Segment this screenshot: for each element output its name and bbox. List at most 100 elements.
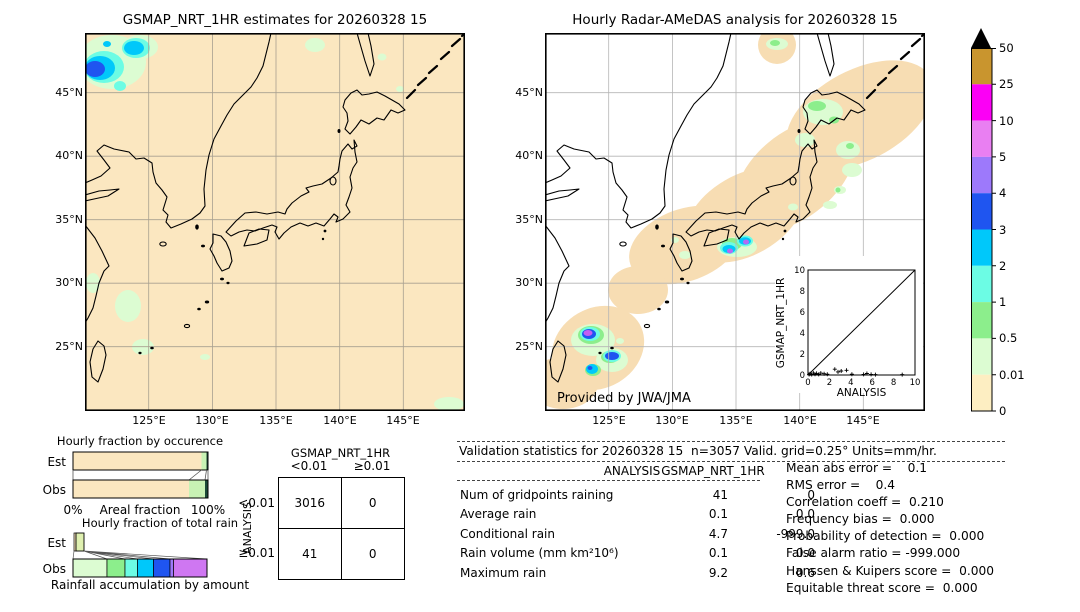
stats-row-label: Maximum rain <box>460 566 547 580</box>
totalrain-chart-title: Hourly fraction of total rain <box>81 516 239 530</box>
stats-row-label: Rain volume (mm km²10⁶) <box>460 546 619 560</box>
right-xtick-130e: 130°E <box>655 414 689 427</box>
colorbar-seg-25 <box>971 84 992 121</box>
contingency-col-group: GSMAP_NRT_1HR <box>290 446 391 460</box>
inset-ytick-4: 4 <box>800 329 805 339</box>
colorbar-seg-1 <box>971 302 992 339</box>
left-map-precip-blobs <box>85 35 464 411</box>
contingency-row-ge: ≥0.01 <box>238 546 275 560</box>
inset-xtick-2: 2 <box>827 378 832 388</box>
contingency-table: 3016 0 41 0 <box>278 477 405 580</box>
inset-xlabel: ANALYSIS <box>837 387 887 399</box>
map-credit: Provided by JWA/JMA <box>557 391 691 406</box>
left-ytick-35n: 35°N <box>55 213 83 226</box>
inset-scatter-points <box>807 367 905 377</box>
contingency-cell-false: 0 <box>341 478 404 529</box>
colorbar-overflow-arrow <box>971 28 991 48</box>
inset-xtick-4: 4 <box>848 378 853 388</box>
contingency-row-group: ANALYSIS <box>241 502 254 554</box>
left-ytick-40n: 40°N <box>55 149 83 162</box>
contingency-row-lt: <0.01 <box>238 496 275 510</box>
colorbar-seg-50 <box>971 48 992 85</box>
occurrence-obs-label: Obs <box>42 483 66 497</box>
inset-ytick-0: 0 <box>800 371 805 381</box>
stats-header-divider <box>457 480 760 481</box>
colorbar-label-001: 0.01 <box>999 368 1025 382</box>
colorbar-label-1: 1 <box>999 295 1007 309</box>
left-xtick-135e: 135°E <box>259 414 293 427</box>
right-ytick-30n: 30°N <box>515 276 543 289</box>
contingency-col-lt: <0.01 <box>290 459 328 473</box>
stats-gsmap-value: -999.0 <box>776 527 815 541</box>
right-map-title: Hourly Radar-AMeDAS analysis for 2026032… <box>572 12 898 28</box>
left-map-title: GSMAP_NRT_1HR estimates for 20260328 15 <box>122 12 428 28</box>
occurrence-x-label: Areal fraction <box>99 503 181 517</box>
right-ytick-25n: 25°N <box>515 340 543 353</box>
colorbar-label-0: 0 <box>999 404 1007 418</box>
metric-rms-error: RMS error = 0.4 <box>786 478 896 493</box>
stats-analysis-value: 0.1 <box>708 507 728 521</box>
inset-xtick-6: 6 <box>869 378 874 388</box>
occurrence-chart <box>72 451 209 499</box>
stats-row-average: Average rain 0.1 0.0 <box>460 507 815 521</box>
right-xtick-140e: 140°E <box>783 414 817 427</box>
stats-row-conditional: Conditional rain 4.7 -999.0 <box>460 527 815 541</box>
inset-ytick-2: 2 <box>800 350 805 360</box>
totalrain-x-label: Rainfall accumulation by amount <box>50 578 250 592</box>
colorbar-seg-3 <box>971 229 992 266</box>
colorbar-label-4: 4 <box>999 186 1007 200</box>
contingency-cell-hit: 0 <box>368 546 377 561</box>
stats-col-gsmap: GSMAP_NRT_1HR <box>661 464 765 478</box>
inset-xtick-10: 10 <box>910 378 921 388</box>
colorbar-label-25: 25 <box>999 77 1014 91</box>
inset-plot-box <box>807 269 916 376</box>
left-xtick-140e: 140°E <box>323 414 357 427</box>
stats-gsmap-value: 0 <box>807 488 815 502</box>
occurrence-est-label: Est <box>47 455 66 469</box>
left-xtick-145e: 145°E <box>386 414 420 427</box>
occurrence-x-0: 0% <box>63 503 83 517</box>
totalrain-chart <box>72 532 208 578</box>
colorbar-label-5: 5 <box>999 150 1007 164</box>
stats-row-label: Average rain <box>460 507 537 521</box>
colorbar-label-3: 3 <box>999 223 1007 237</box>
colorbar-ticks <box>992 48 996 412</box>
stats-gsmap-value: 0.0 <box>795 507 815 521</box>
stats-title: Validation statistics for 20260328 15 n=… <box>457 441 1005 462</box>
inset-xtick-0: 0 <box>805 378 810 388</box>
stats-gsmap-value: 0.6 <box>795 566 815 580</box>
stats-analysis-value: 41 <box>712 488 728 502</box>
inset-scatter: 10 8 6 4 2 0 0 2 4 6 8 10 ANALYSIS GSMAP… <box>775 256 923 399</box>
colorbar-seg-5 <box>971 156 992 194</box>
left-ytick-25n: 25°N <box>55 340 83 353</box>
colorbar-seg-05 <box>971 338 992 375</box>
left-map-border <box>85 33 465 411</box>
totalrain-connectors <box>72 550 208 560</box>
contingency-cell-hit-none: 3016 <box>279 478 342 529</box>
metric-pod: Probability of detection = 0.000 <box>786 529 985 544</box>
stats-row-label: Conditional rain <box>460 527 555 541</box>
metric-correlation: Correlation coeff = 0.210 <box>786 495 944 510</box>
stats-row-label: Num of gridpoints raining <box>460 488 614 502</box>
stats-analysis-value: 9.2 <box>708 566 728 580</box>
metric-hk-score: Hanssen & Kuipers score = 0.000 <box>786 563 994 578</box>
left-xtick-125e: 125°E <box>132 414 166 427</box>
totalrain-est-label: Est <box>47 536 66 550</box>
inset-ytick-10: 10 <box>794 266 805 276</box>
right-ytick-45n: 45°N <box>515 86 543 99</box>
right-xtick-125e: 125°E <box>592 414 626 427</box>
right-xtick-145e: 145°E <box>846 414 880 427</box>
stats-row-volume: Rain volume (mm km²10⁶) 0.1 0.0 <box>460 546 815 560</box>
stats-analysis-value: 4.7 <box>708 527 728 541</box>
right-map-gridlines <box>545 33 925 411</box>
metric-ets: Equitable threat score = 0.000 <box>786 580 978 595</box>
colorbar-label-10: 10 <box>999 114 1014 128</box>
right-map: 10 8 6 4 2 0 0 2 4 6 8 10 ANALYSIS GSMAP… <box>545 33 925 411</box>
inset-diagonal-line <box>807 269 916 376</box>
contingency-cell-miss: 41 <box>279 528 342 579</box>
right-ytick-40n: 40°N <box>515 149 543 162</box>
inset-xtick-8: 8 <box>891 378 896 388</box>
colorbar <box>971 48 996 412</box>
metric-far: False alarm ratio = -999.000 <box>786 546 961 561</box>
metric-mean-abs-error: Mean abs error = 0.1 <box>786 461 927 475</box>
